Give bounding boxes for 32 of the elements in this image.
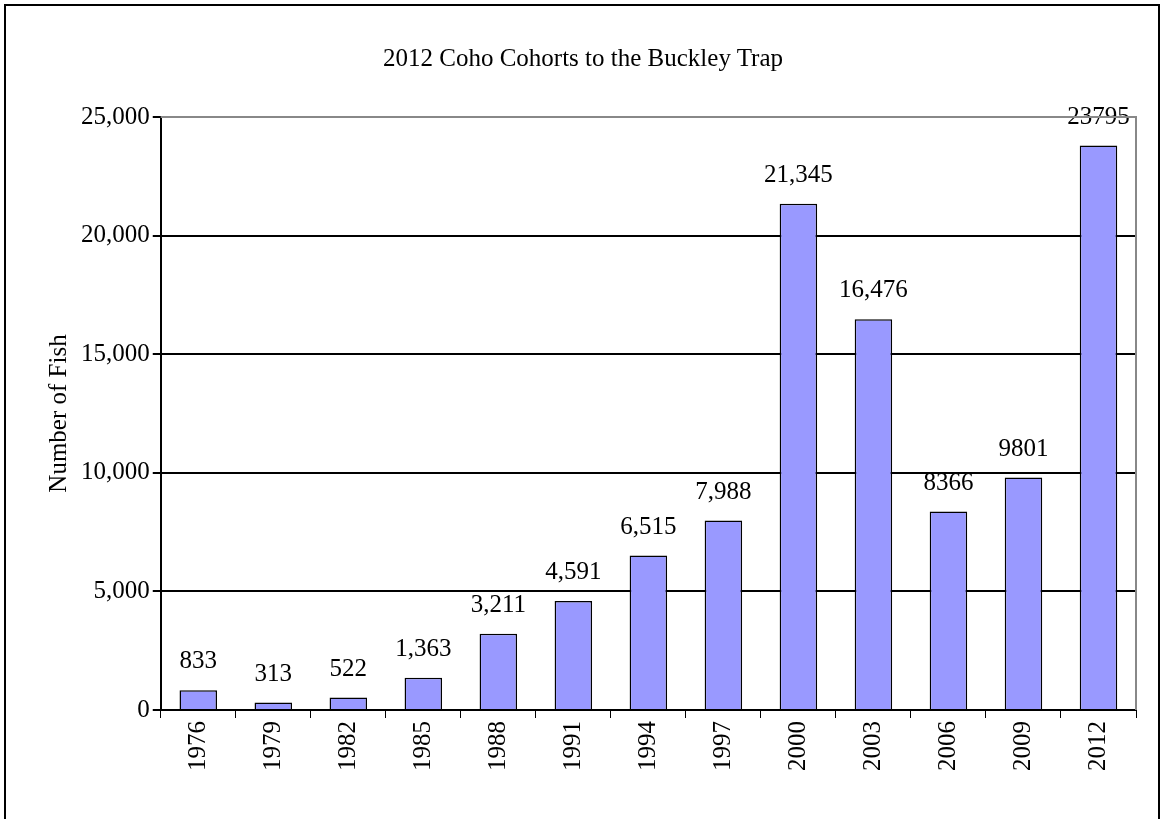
x-tick-label: 2000 bbox=[782, 721, 810, 771]
y-tick-label: 10,000 bbox=[81, 457, 150, 485]
y-tick-label: 20,000 bbox=[81, 220, 150, 248]
y-tick-label: 0 bbox=[137, 694, 150, 722]
y-axis-title: Number of Fish bbox=[43, 333, 71, 493]
data-label: 833 bbox=[179, 646, 218, 674]
chart-title: 2012 Coho Cohorts to the Buckley Trap bbox=[382, 44, 784, 72]
x-tick-label: 1982 bbox=[332, 721, 360, 771]
data-label: 1,363 bbox=[395, 633, 452, 661]
data-label: 16,476 bbox=[839, 275, 908, 303]
data-label: 313 bbox=[254, 658, 293, 686]
data-label: 4,591 bbox=[545, 557, 602, 585]
y-tick-label: 15,000 bbox=[81, 338, 150, 366]
y-tick-label: 25,000 bbox=[81, 101, 150, 129]
data-label: 522 bbox=[329, 653, 368, 681]
x-tick-label: 1994 bbox=[632, 720, 660, 771]
data-label: 21,345 bbox=[764, 159, 833, 187]
data-label: 9801 bbox=[998, 433, 1049, 461]
x-tick-label: 2012 bbox=[1083, 721, 1111, 771]
x-tick-label: 1976 bbox=[182, 721, 210, 771]
x-tick-label: 1997 bbox=[707, 721, 735, 771]
x-tick-label: 2009 bbox=[1008, 721, 1036, 771]
data-label: 3,211 bbox=[470, 589, 526, 617]
x-tick-label: 1988 bbox=[482, 721, 510, 771]
y-tick-label: 5,000 bbox=[93, 575, 150, 603]
x-tick-label: 2006 bbox=[933, 721, 961, 771]
x-tick-label: 1991 bbox=[557, 721, 585, 771]
x-tick-label: 1979 bbox=[257, 721, 285, 771]
x-tick-label: 2003 bbox=[858, 721, 885, 771]
x-tick-label: 1985 bbox=[407, 721, 435, 771]
data-label: 7,988 bbox=[695, 476, 752, 504]
data-label: 6,515 bbox=[620, 511, 677, 539]
